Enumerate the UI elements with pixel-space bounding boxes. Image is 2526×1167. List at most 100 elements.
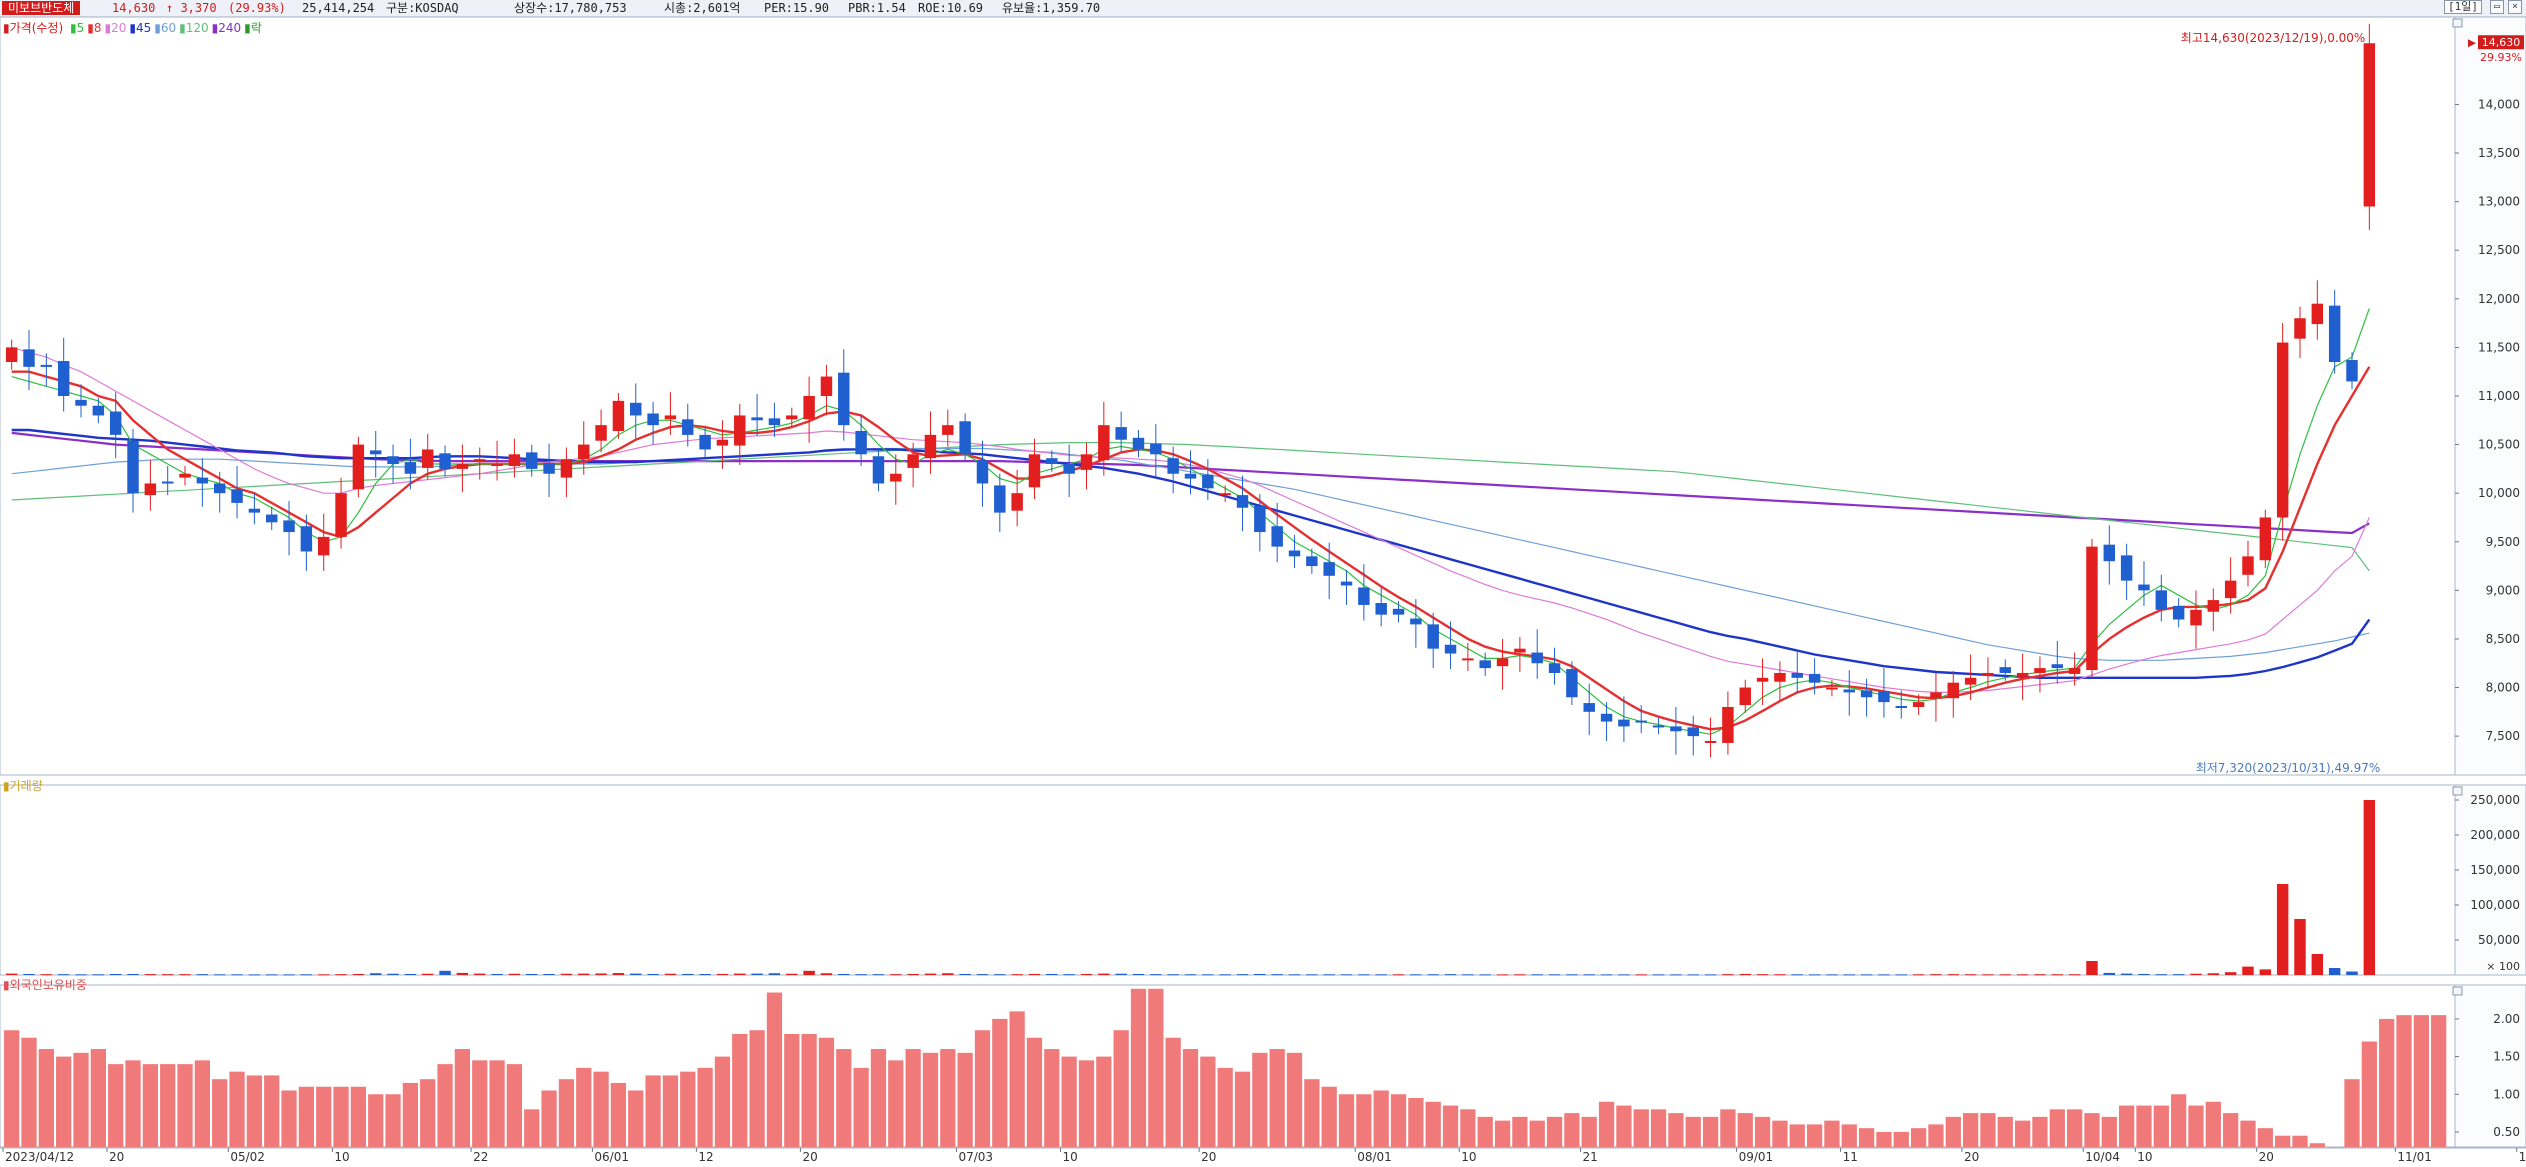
candle-body <box>1046 458 1058 465</box>
period-selector[interactable]: [1일] <box>2444 0 2482 14</box>
candle-body <box>161 481 174 484</box>
candle-body <box>335 493 347 537</box>
foreign-bar <box>1650 1109 1667 1147</box>
volume-bar <box>734 973 746 975</box>
candle-body <box>1479 660 1491 669</box>
volume-bar <box>1826 974 1838 976</box>
foreign-legend-title[interactable]: 외국인보유비중 <box>9 978 87 992</box>
candle-body <box>2120 555 2133 581</box>
foreign-bar <box>281 1090 297 1147</box>
candle-body <box>23 349 35 367</box>
candle-body <box>2242 556 2254 575</box>
foreign-bar <box>316 1086 332 1147</box>
candle-body <box>404 462 417 474</box>
candle-body <box>1496 658 1509 667</box>
ma-legend-item[interactable]: ▮8 <box>87 21 102 35</box>
volume-panel-axis-area <box>2454 784 2526 976</box>
candle-body <box>578 444 590 460</box>
market-label: 구분:KOSDAQ <box>386 1 459 15</box>
volume-bar <box>1323 974 1335 976</box>
ma-legend-item[interactable]: ▮45 <box>129 21 152 35</box>
candle-body <box>1132 437 1145 450</box>
volume-bar <box>1410 974 1422 976</box>
candle-body <box>300 526 313 552</box>
x-tick-label: 08/01 <box>1357 1150 1392 1164</box>
volume-bar <box>1774 974 1786 976</box>
volume-bar <box>491 973 503 975</box>
stock-name[interactable]: 미보브반도체 <box>2 1 81 15</box>
foreign-tick-label: 0.50 <box>2493 1125 2520 1139</box>
foreign-bar <box>818 1037 835 1147</box>
candle-body <box>976 460 989 484</box>
x-tick-label: 20 <box>2259 1150 2274 1164</box>
minimize-icon[interactable]: ▭ <box>2490 0 2504 14</box>
foreign-bar <box>1824 1120 1840 1147</box>
foreign-bar <box>350 1086 367 1147</box>
candle-body <box>2259 517 2272 561</box>
candle-body <box>57 361 70 396</box>
foreign-bar <box>2119 1105 2135 1147</box>
ma-legend-item[interactable]: ▮5 <box>69 21 85 35</box>
foreign-bar <box>2379 1018 2395 1147</box>
y-tick-label: 11,500 <box>2478 340 2520 354</box>
info-header: 미보브반도체 14,630 ↑ 3,370 (29.93%) 25,414,25… <box>0 0 2526 17</box>
candle-body <box>1791 672 1803 678</box>
candle-body <box>508 454 521 466</box>
y-tick-label: 12,000 <box>2478 292 2520 306</box>
y-tick-label: 13,000 <box>2478 195 2520 209</box>
ma-legend-item[interactable]: ▮120 <box>179 21 209 35</box>
foreign-bar <box>142 1064 158 1147</box>
volume-bar <box>1860 974 1873 976</box>
foreign-bar <box>1893 1131 1909 1147</box>
volume-bar <box>751 973 763 975</box>
ma-legend-item[interactable]: ▮60 <box>154 21 177 35</box>
volume-bar <box>959 973 971 975</box>
volume-bar <box>1791 974 1803 976</box>
volume-bar <box>1930 974 1942 976</box>
volume-bar <box>75 974 87 976</box>
candle-body <box>942 425 954 435</box>
foreign-bar <box>73 1052 89 1147</box>
foreign-bar <box>576 1067 592 1147</box>
volume-bar <box>578 973 590 975</box>
price-legend-title[interactable]: 가격(수정) <box>9 21 64 35</box>
ma-legend-item[interactable]: ▮락 <box>244 21 262 35</box>
price-panel-axis-area <box>2454 16 2526 776</box>
foreign-bar <box>56 1056 72 1147</box>
volume-bar <box>612 973 625 975</box>
roe-label: ROE:10.69 <box>918 1 984 15</box>
foreign-bar <box>1616 1105 1632 1147</box>
volume-bar <box>543 974 555 976</box>
ma-legend-item[interactable]: ▮240 <box>211 21 242 35</box>
candle-body <box>75 399 87 406</box>
foreign-bar <box>697 1067 713 1147</box>
volume-bar <box>1583 974 1595 976</box>
float-ratio-label: 유보율:1,359.70 <box>1002 1 1101 15</box>
foreign-bar <box>21 1037 37 1147</box>
foreign-bar <box>454 1049 471 1147</box>
candle-body <box>1340 581 1353 586</box>
candle-body <box>2138 584 2150 591</box>
ma-legend-item[interactable]: ▮20 <box>104 21 127 35</box>
panel-collapse-icon <box>2452 986 2463 996</box>
ma-legend: ▮5 ▮8 ▮20 ▮45 ▮60 ▮120 ▮240 ▮락 <box>67 21 262 35</box>
x-tick-label: 22 <box>473 1150 488 1164</box>
foreign-bar <box>298 1086 315 1147</box>
candle-body <box>630 402 642 416</box>
volume-bar <box>2120 973 2133 975</box>
volume-bar <box>2190 973 2202 975</box>
x-tick-label: 10 <box>1461 1150 1476 1164</box>
y-tick-label: 8,000 <box>2486 681 2520 695</box>
volume-bar <box>664 973 677 975</box>
candle-body <box>127 440 139 494</box>
per-label: PER:15.90 <box>764 1 830 15</box>
foreign-bar <box>1910 1128 1927 1147</box>
candle-body <box>994 485 1006 513</box>
foreign-bar <box>1373 1090 1389 1147</box>
close-icon[interactable]: × <box>2508 0 2522 14</box>
foreign-bar <box>2240 1120 2256 1147</box>
volume-bar <box>2034 974 2046 976</box>
candle-body <box>560 459 573 478</box>
volume-legend-title[interactable]: 거래량 <box>9 779 43 793</box>
volume-bar <box>1670 974 1682 976</box>
